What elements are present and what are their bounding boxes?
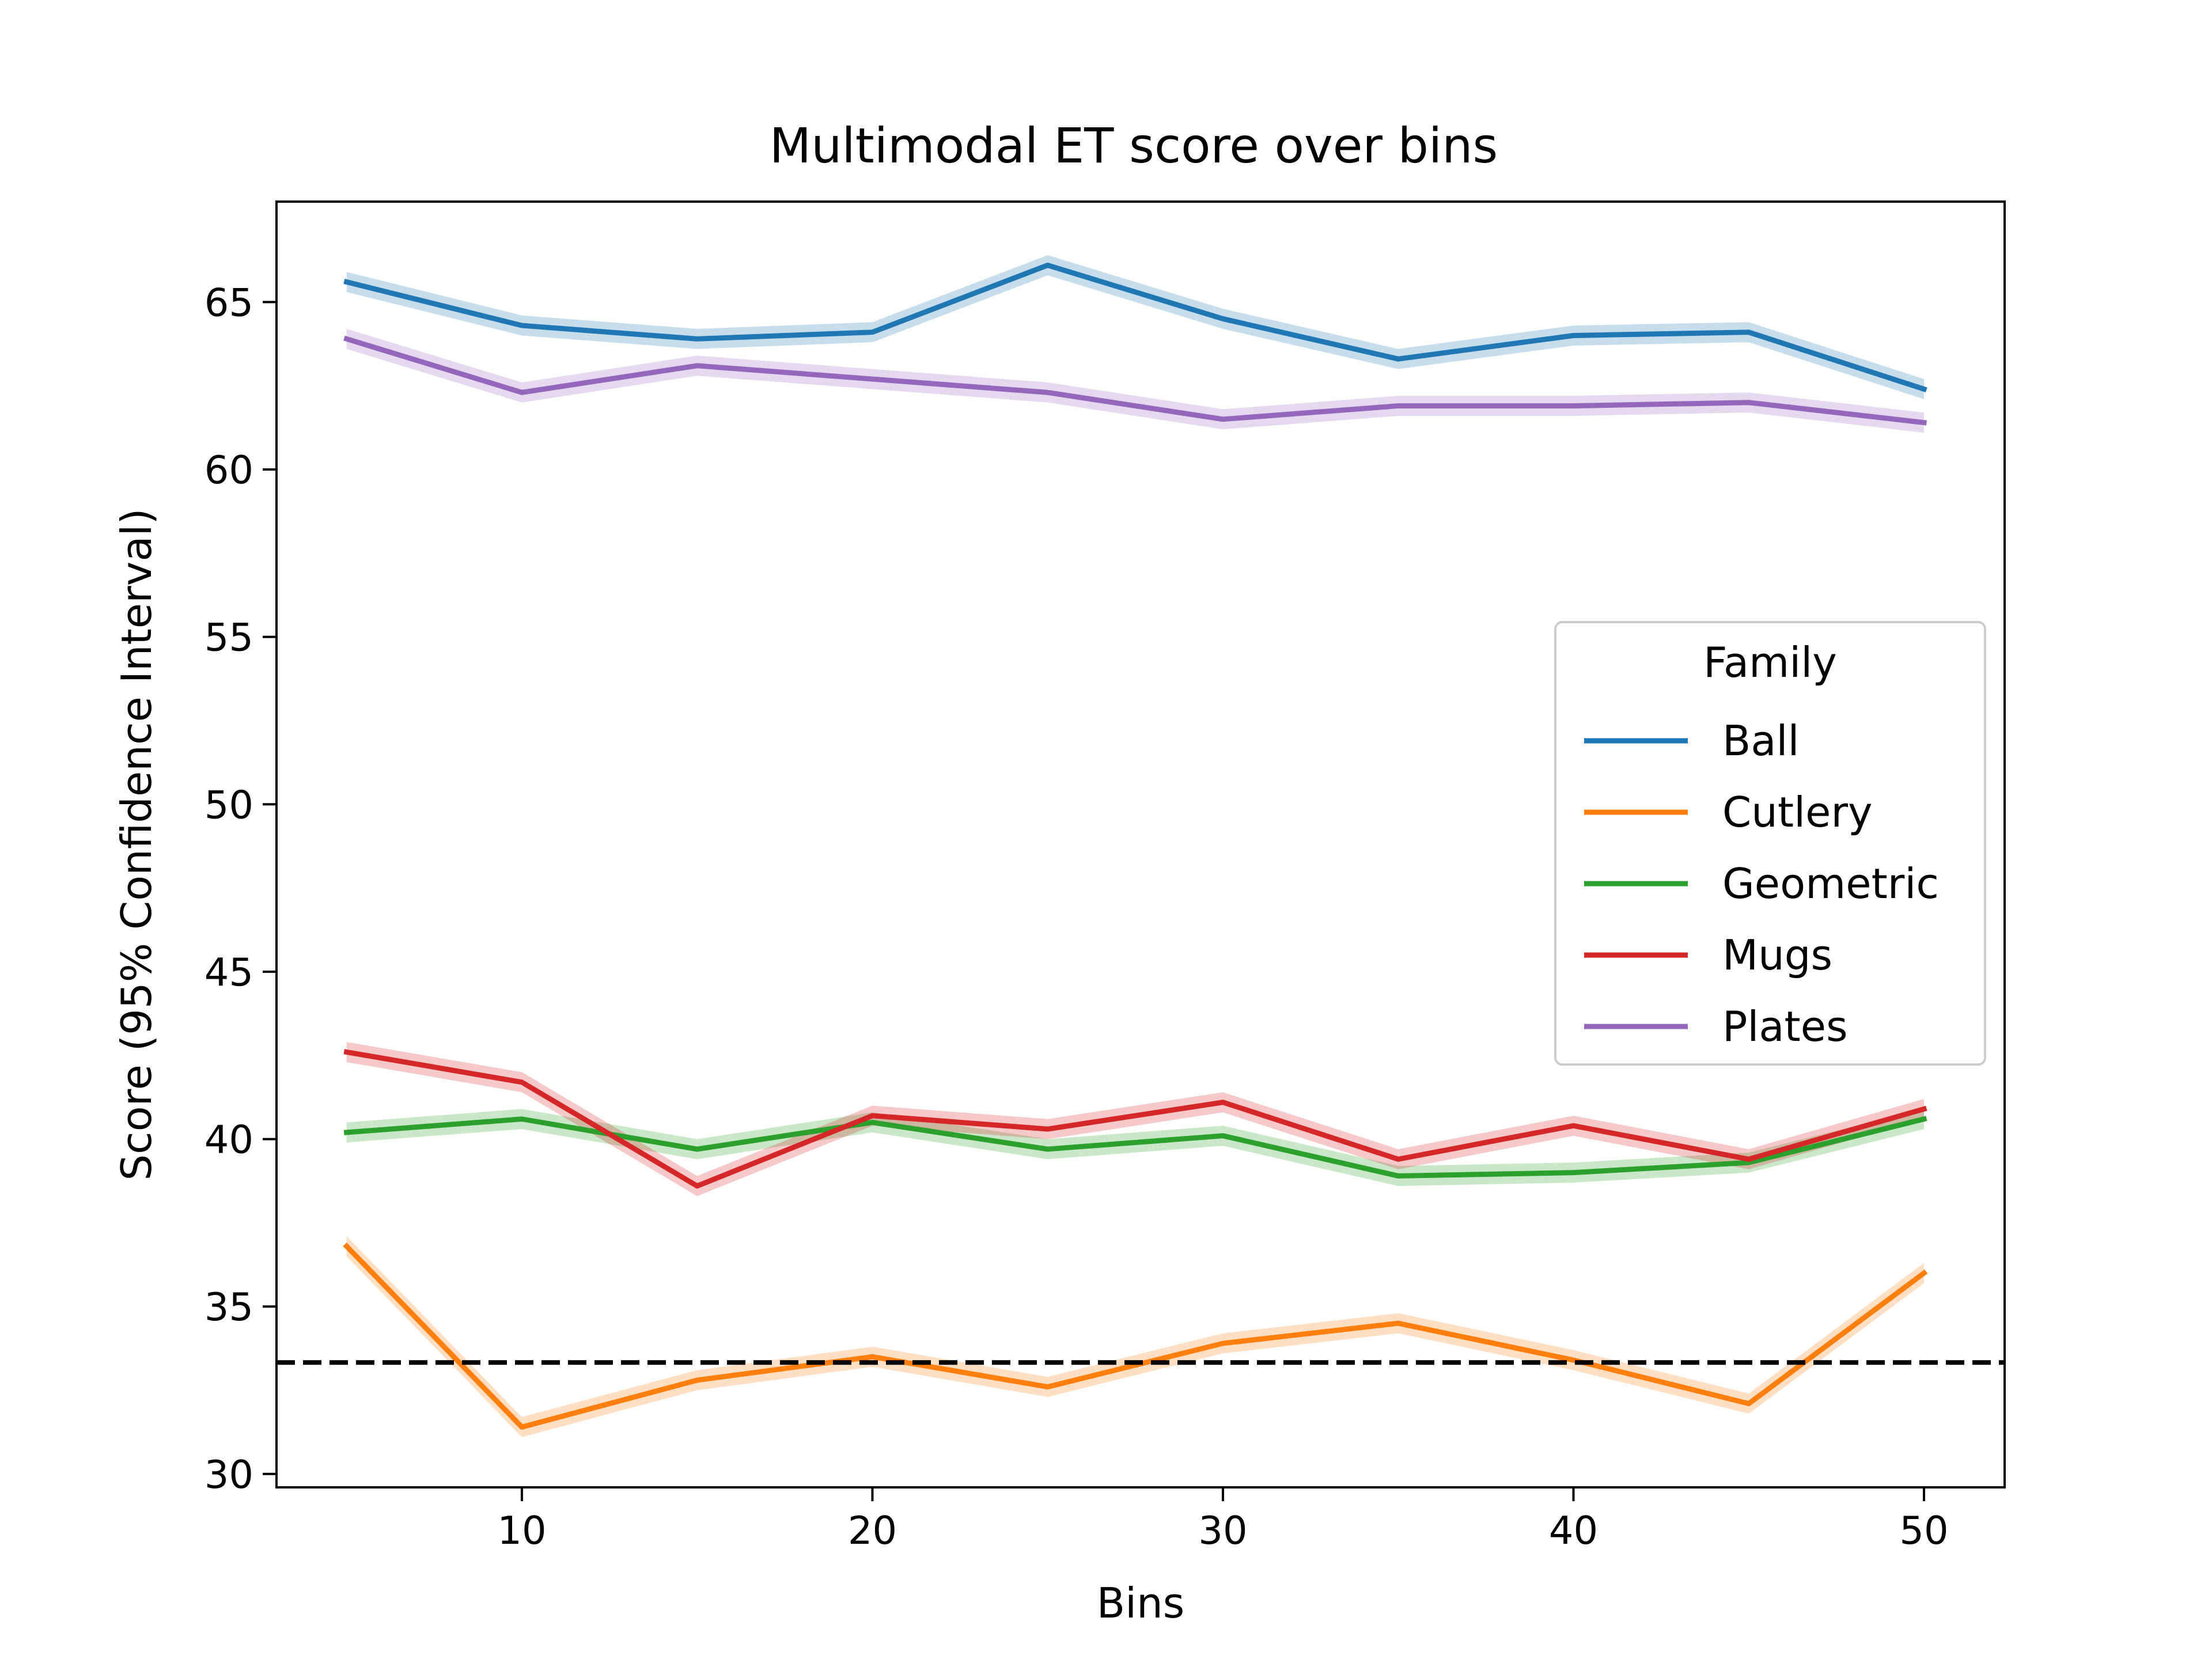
chart-title: Multimodal ET score over bins (770, 118, 1498, 174)
x-tick-label: 30 (1198, 1508, 1247, 1553)
legend-label-geometric: Geometric (1722, 859, 1939, 908)
legend-label-plates: Plates (1722, 1002, 1848, 1051)
y-axis-label: Score (95% Confidence Interval) (112, 508, 161, 1180)
x-tick-label: 40 (1549, 1508, 1598, 1553)
x-axis-ticks: 10 20 30 40 50 (497, 1487, 1949, 1553)
x-tick-label: 10 (497, 1508, 546, 1553)
series-line-ball (343, 262, 1927, 393)
legend-title: Family (1703, 638, 1837, 687)
band-cutlery (346, 1236, 1925, 1437)
y-tick-label: 50 (204, 782, 253, 827)
series-lines (343, 262, 1928, 1430)
x-tick-label: 20 (848, 1508, 897, 1553)
band-geometric (346, 1109, 1925, 1186)
x-tick-label: 50 (1899, 1508, 1948, 1553)
y-tick-label: 35 (204, 1285, 253, 1330)
y-axis-ticks: 30 35 40 45 50 55 60 65 (204, 280, 276, 1497)
band-mugs (346, 1041, 1925, 1196)
x-axis-label: Bins (1097, 1579, 1185, 1627)
y-tick-label: 60 (204, 448, 253, 493)
y-tick-label: 65 (204, 280, 253, 325)
y-tick-label: 55 (204, 615, 253, 660)
y-tick-label: 40 (204, 1118, 253, 1162)
legend-label-ball: Ball (1722, 717, 1800, 765)
plot-frame (275, 200, 2006, 1488)
series-line-plates (343, 335, 1927, 426)
series-line-cutlery (343, 1243, 1928, 1430)
legend-box (1554, 621, 1986, 1066)
legend: Family Ball Cutlery Geometric Mugs Plates (1554, 621, 1986, 1066)
y-tick-label: 30 (204, 1452, 253, 1497)
series-line-mugs (343, 1049, 1927, 1189)
y-tick-label: 45 (204, 950, 253, 995)
band-ball (346, 255, 1925, 399)
legend-label-mugs: Mugs (1722, 931, 1832, 979)
legend-label-cutlery: Cutlery (1722, 788, 1873, 836)
